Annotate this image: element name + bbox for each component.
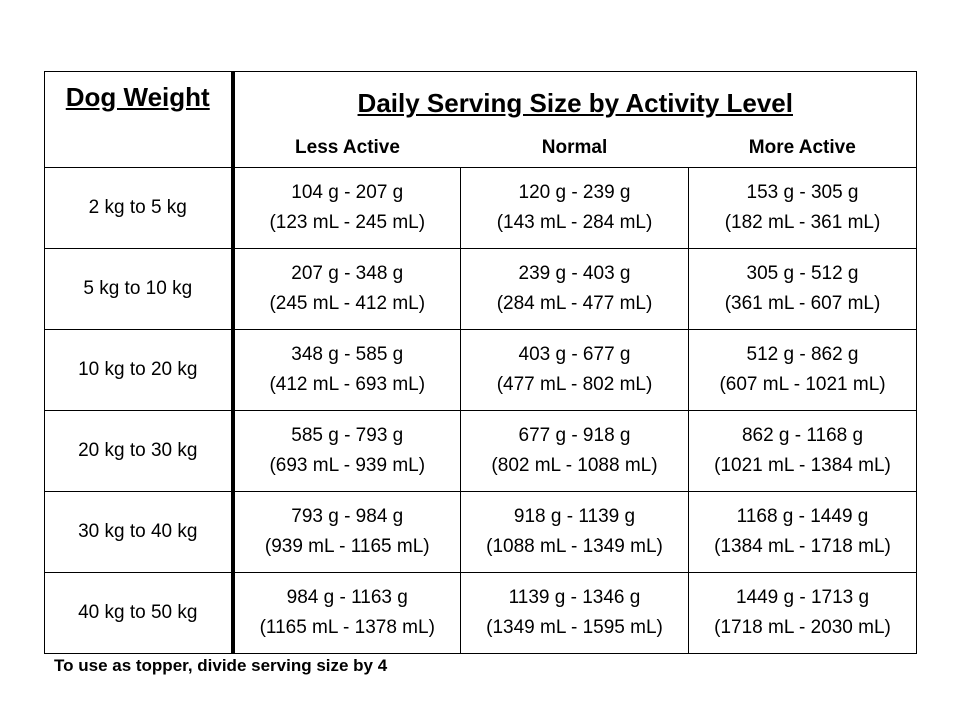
dog-weight-range: 30 kg to 40 kg (44, 491, 235, 573)
activity-header-less-active: Less Active (232, 128, 461, 168)
topper-footnote: To use as topper, divide serving size by… (54, 656, 388, 675)
serving-cell-more-active: 153 g - 305 g (182 mL - 361 mL) (687, 167, 918, 249)
table-row: 40 kg to 50 kg 984 g - 1163 g (1165 mL - 1… (44, 572, 918, 654)
serving-cell-normal: 918 g - 1139 g (1088 mL - 1349 mL) (460, 491, 689, 573)
serving-cell-less-active: 793 g - 984 g (939 mL - 1165 mL) (232, 491, 461, 573)
serving-grams: 585 g - 793 g (291, 425, 404, 446)
serving-millilitres: (412 mL - 693 mL) (269, 374, 426, 395)
dog-weight-range: 2 kg to 5 kg (44, 167, 235, 249)
serving-cell-less-active: 585 g - 793 g (693 mL - 939 mL) (232, 410, 461, 492)
serving-cell-normal: 1139 g - 1346 g (1349 mL - 1595 mL) (460, 572, 689, 654)
serving-grams: 677 g - 918 g (518, 425, 631, 446)
serving-grams: 793 g - 984 g (291, 506, 404, 527)
serving-millilitres: (802 mL - 1088 mL) (491, 455, 658, 476)
serving-millilitres: (182 mL - 361 mL) (724, 212, 881, 233)
serving-millilitres: (607 mL - 1021 mL) (719, 374, 886, 395)
dog-weight-range: 10 kg to 20 kg (44, 329, 235, 411)
serving-millilitres: (1718 mL - 2030 mL) (714, 617, 891, 638)
serving-cell-more-active: 305 g - 512 g (361 mL - 607 mL) (687, 248, 918, 330)
serving-cell-less-active: 984 g - 1163 g (1165 mL - 1378 mL) (232, 572, 461, 654)
serving-cell-more-active: 1168 g - 1449 g (1384 mL - 1718 mL) (687, 491, 918, 573)
serving-millilitres: (1384 mL - 1718 mL) (714, 536, 891, 557)
table-row: 2 kg to 5 kg 104 g - 207 g (123 mL - 245 m… (44, 167, 918, 249)
serving-size-header: Daily Serving Size by Activity Level (231, 71, 918, 128)
serving-millilitres: (477 mL - 802 mL) (496, 374, 653, 395)
serving-grams: 984 g - 1163 g (286, 587, 408, 608)
activity-header-normal: Normal (460, 128, 689, 168)
dog-weight-range: 40 kg to 50 kg (44, 572, 235, 654)
serving-grams: 120 g - 239 g (518, 182, 631, 203)
table-body: 2 kg to 5 kg 104 g - 207 g (123 mL - 245 m… (44, 167, 918, 654)
serving-millilitres: (245 mL - 412 mL) (269, 293, 426, 314)
serving-cell-normal: 403 g - 677 g (477 mL - 802 mL) (460, 329, 689, 411)
serving-cell-less-active: 348 g - 585 g (412 mL - 693 mL) (232, 329, 461, 411)
dog-weight-header: Dog Weight (44, 71, 235, 168)
serving-size-table: Dog Weight Daily Serving Size by Activit… (44, 71, 918, 654)
serving-millilitres: (143 mL - 284 mL) (496, 212, 653, 233)
serving-millilitres: (1165 mL - 1378 mL) (259, 617, 435, 638)
serving-millilitres: (123 mL - 245 mL) (269, 212, 426, 233)
serving-cell-less-active: 104 g - 207 g (123 mL - 245 mL) (232, 167, 461, 249)
serving-millilitres: (693 mL - 939 mL) (269, 455, 426, 476)
table-row: 30 kg to 40 kg 793 g - 984 g (939 mL - 116… (44, 491, 918, 573)
serving-millilitres: (1088 mL - 1349 mL) (486, 536, 663, 557)
activity-header-more-active: More Active (688, 128, 918, 168)
serving-cell-more-active: 512 g - 862 g (607 mL - 1021 mL) (687, 329, 918, 411)
serving-grams: 918 g - 1139 g (513, 506, 636, 527)
table-row: 5 kg to 10 kg 207 g - 348 g (245 mL - 412 … (44, 248, 918, 330)
serving-grams: 207 g - 348 g (291, 263, 404, 284)
dog-weight-range: 5 kg to 10 kg (44, 248, 235, 330)
serving-millilitres: (1349 mL - 1595 mL) (486, 617, 663, 638)
serving-grams: 403 g - 677 g (518, 344, 631, 365)
table-row: 20 kg to 30 kg 585 g - 793 g (693 mL - 939… (44, 410, 918, 492)
serving-grams: 862 g - 1168 g (741, 425, 864, 446)
serving-millilitres: (939 mL - 1165 mL) (264, 536, 430, 557)
serving-millilitres: (361 mL - 607 mL) (724, 293, 881, 314)
serving-cell-more-active: 1449 g - 1713 g (1718 mL - 2030 mL) (687, 572, 918, 654)
serving-grams: 512 g - 862 g (746, 344, 859, 365)
serving-grams: 239 g - 403 g (518, 263, 631, 284)
serving-grams: 305 g - 512 g (746, 263, 859, 284)
serving-grams: 153 g - 305 g (746, 182, 859, 203)
serving-cell-less-active: 207 g - 348 g (245 mL - 412 mL) (232, 248, 461, 330)
dog-weight-range: 20 kg to 30 kg (44, 410, 235, 492)
serving-grams: 1449 g - 1713 g (735, 587, 870, 608)
serving-grams: 104 g - 207 g (291, 182, 404, 203)
serving-grams: 1168 g - 1449 g (736, 506, 869, 527)
serving-millilitres: (284 mL - 477 mL) (496, 293, 653, 314)
serving-cell-normal: 677 g - 918 g (802 mL - 1088 mL) (460, 410, 689, 492)
serving-millilitres: (1021 mL - 1384 mL) (714, 455, 891, 476)
serving-cell-normal: 120 g - 239 g (143 mL - 284 mL) (460, 167, 689, 249)
serving-grams: 348 g - 585 g (291, 344, 404, 365)
serving-cell-more-active: 862 g - 1168 g (1021 mL - 1384 mL) (687, 410, 918, 492)
table-row: 10 kg to 20 kg 348 g - 585 g (412 mL - 693… (44, 329, 918, 411)
serving-cell-normal: 239 g - 403 g (284 mL - 477 mL) (460, 248, 689, 330)
serving-grams: 1139 g - 1346 g (508, 587, 641, 608)
